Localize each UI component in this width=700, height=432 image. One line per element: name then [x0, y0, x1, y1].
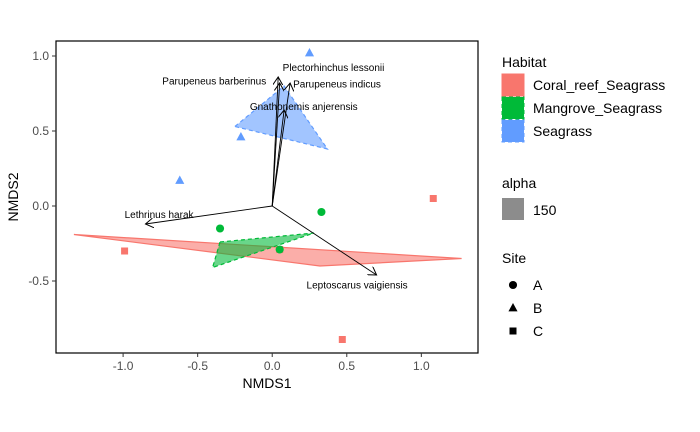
data-point	[317, 207, 326, 217]
legend-alpha-value: 150	[533, 202, 557, 218]
data-point	[429, 195, 437, 202]
data-point	[338, 336, 346, 343]
data-point	[275, 245, 284, 254]
x-tick-label: 0.5	[338, 359, 355, 373]
y-tick-label: 0.5	[32, 124, 49, 138]
x-tick-label: -1.0	[113, 359, 134, 373]
vector-label-layer: Plectorhinchus lessonii Parupeneus barber…	[125, 63, 408, 292]
species-vector-lethrinus-harak	[145, 205, 273, 224]
vector-label-lethrinus-harak: Lethrinus harak	[125, 210, 195, 221]
hull-mangrove-seagrass	[211, 232, 315, 269]
x-axis-title: NMDS1	[242, 375, 291, 391]
y-tick-label: 1.0	[32, 49, 49, 63]
data-point	[121, 247, 129, 255]
legend-label-coral-reef-seagrass: Coral_reef_Seagrass	[533, 77, 665, 93]
legend-alpha-swatch	[502, 198, 524, 220]
legend-site-label-b: B	[533, 300, 542, 316]
species-vector-parupeneus-barberinus	[271, 83, 279, 207]
legend-site-label-c: C	[533, 323, 543, 339]
legend-site-triangle-icon	[508, 303, 518, 312]
y-tick-label: 0.0	[32, 199, 49, 213]
legend-site-circle-icon	[508, 280, 518, 290]
data-point	[304, 48, 315, 57]
vector-label-parupeneus-barberinus: Parupeneus barberinus	[162, 77, 266, 88]
legend-label-mangrove-seagrass: Mangrove_Seagrass	[533, 100, 662, 116]
data-point	[175, 175, 185, 184]
data-point	[236, 132, 246, 141]
hull-layer	[73, 85, 462, 269]
point-layer	[121, 48, 437, 343]
species-vector-gnathonemis-anjerensis	[271, 110, 284, 207]
data-point	[215, 224, 225, 233]
y-axis-title: NMDS2	[5, 172, 21, 221]
axis-layer: -1.0 -0.5 0.0 0.5 1.0 -0.5 0.0 0.5 1.0	[28, 49, 430, 373]
legend-swatch-seagrass	[501, 119, 525, 143]
y-tick-label: -0.5	[28, 274, 49, 288]
x-tick-label: -0.5	[187, 359, 208, 373]
legend-site-label-a: A	[533, 277, 543, 293]
x-tick-label: 1.0	[413, 359, 430, 373]
vector-label-gnathonemis-anjerensis: Gnathonemis anjerensis	[250, 102, 358, 113]
legend-swatch-mangrove-seagrass	[501, 96, 525, 120]
vector-label-parupeneus-indicus: Parupeneus indicus	[293, 80, 381, 91]
hull-seagrass	[233, 85, 329, 150]
x-tick-label: 0.0	[264, 359, 281, 373]
legend-swatch-coral-reef-seagrass	[501, 73, 525, 97]
legend-site-square-icon	[509, 327, 517, 335]
legend-habitat-title: Habitat	[502, 54, 546, 70]
legend-alpha-title: alpha	[502, 175, 536, 191]
vector-label-plectorhinchus-lessonii: Plectorhinchus lessonii	[283, 63, 385, 74]
legend-label-seagrass: Seagrass	[533, 123, 592, 139]
legend-site-title: Site	[502, 250, 526, 266]
vector-label-leptoscarus-vaigiensis: Leptoscarus vaigiensis	[307, 281, 408, 292]
species-vector-leptoscarus-vaigiensis	[271, 205, 376, 275]
legend: Habitat Coral_reef_Seagrass Mangrove_Seag…	[501, 54, 665, 339]
plot-panel-border	[55, 40, 479, 354]
vector-layer	[145, 77, 376, 275]
